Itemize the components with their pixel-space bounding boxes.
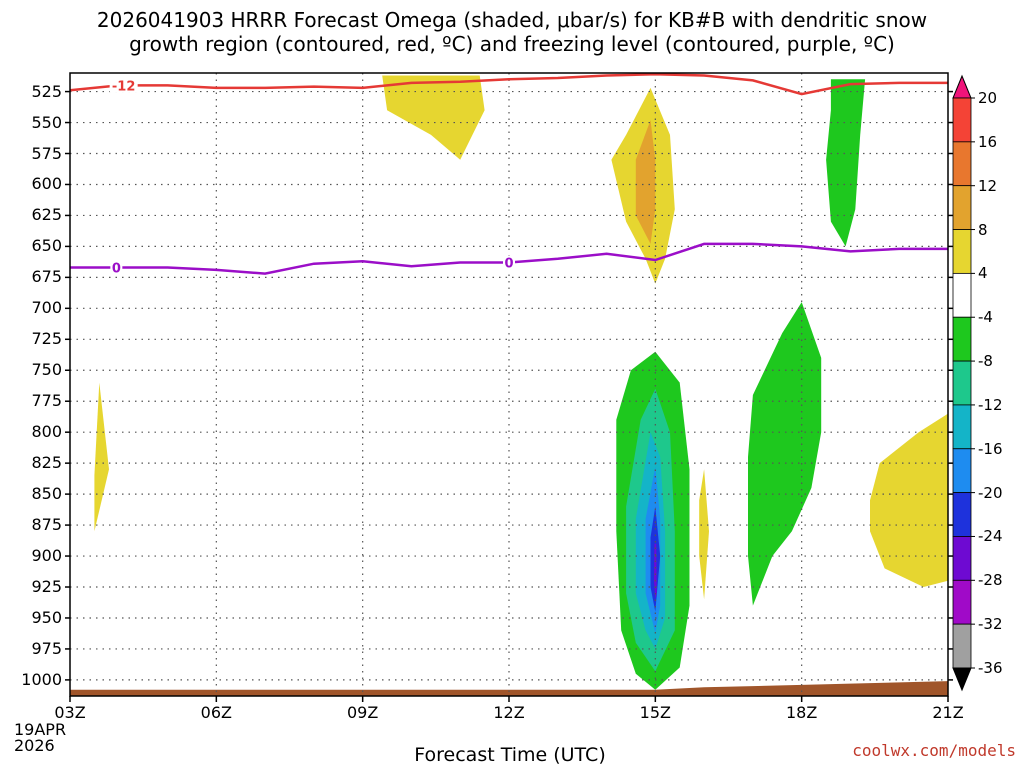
omega-region-4-0 [94, 382, 109, 532]
chart-title-line-1: 2026041903 HRRR Forecast Omega (shaded, … [96, 8, 928, 32]
dgz-contour-label-bg-0 [109, 78, 138, 93]
colorbar-tick-label-5: -4 [978, 308, 993, 327]
y-tick-label-700: 700 [31, 298, 62, 318]
colorbar [952, 74, 975, 692]
colorbar-tick-label-6: -8 [978, 352, 993, 371]
colorbar-band-12 [952, 623, 972, 669]
colorbar-tick-label-0: 20 [978, 89, 998, 107]
colorbar-band-1 [952, 141, 972, 187]
colorbar-tick-label-7: -12 [978, 395, 1003, 414]
date-label-day: 19APR [14, 720, 67, 739]
y-tick-label-550: 550 [31, 112, 62, 132]
colorbar-band-8 [952, 448, 972, 494]
colorbar-band-10 [952, 536, 972, 581]
freezing-level-contour-label-1: 0 [504, 257, 513, 272]
y-tick-label-675: 675 [31, 267, 62, 287]
x-tick-label-06Z: 06Z [200, 703, 232, 722]
y-tick-label-575: 575 [31, 143, 62, 163]
terrain-fill [70, 681, 948, 696]
colorbar-band-4 [952, 272, 972, 318]
chart-title-line-2: growth region (contoured, red, ºC) and f… [129, 32, 895, 56]
omega-region-8-3 [635, 120, 656, 244]
y-tick-label-850: 850 [31, 484, 62, 504]
y-tick-label-900: 900 [31, 546, 62, 566]
x-tick-label-18Z: 18Z [785, 703, 818, 722]
x-tick-label-12Z: 12Z [493, 703, 525, 722]
colorbar-tick-label-8: -16 [978, 439, 1003, 458]
colorbar-band-0 [952, 97, 972, 143]
colorbar-tick-label-1: 16 [978, 132, 998, 151]
freezing-level-contour-label-0: 0 [112, 261, 121, 276]
x-tick-label-03Z: 03Z [54, 703, 86, 722]
colorbar-band-5 [952, 316, 972, 362]
omega-region--4-6 [826, 79, 866, 247]
x-tick-label-21Z: 21Z [932, 703, 964, 722]
colorbar-tick-label-2: 12 [978, 176, 998, 195]
freezing-level-contour-label-bg-0 [110, 260, 123, 275]
freezing-level-contour-label-bg-1 [503, 255, 515, 270]
colorbar-tick-label-10: -24 [978, 527, 1003, 546]
colorbar-band-6 [952, 360, 972, 406]
y-tick-label-600: 600 [31, 174, 62, 194]
y-tick-label-950: 950 [31, 607, 62, 627]
colorbar-tick-label-4: 4 [978, 264, 988, 283]
dgz-contour-label-0: -12 [112, 79, 136, 94]
y-tick-label-925: 925 [31, 577, 62, 596]
y-tick-label-775: 775 [31, 391, 62, 411]
colorbar-bottom-arrow [952, 667, 972, 692]
colorbar-band-11 [952, 579, 972, 625]
omega-region--4-7 [748, 302, 822, 606]
omega-region-4-4 [699, 469, 709, 600]
colorbar-tick-label-12: -32 [978, 615, 1003, 634]
x-axis-label: Forecast Time (UTC) [414, 744, 606, 766]
colorbar-top-arrow [952, 74, 972, 99]
y-tick-label-1000: 1000 [21, 669, 62, 689]
omega-region--24-13 [653, 543, 657, 600]
date-label: 19APR 2026 [14, 722, 66, 754]
y-tick-label-750: 750 [31, 360, 62, 380]
y-tick-label-975: 975 [31, 638, 62, 658]
y-tick-label-650: 650 [31, 236, 62, 256]
plot-area: -12 0 0 [70, 73, 948, 696]
omega-region-4-5 [870, 413, 948, 587]
y-tick-label-875: 875 [31, 515, 62, 535]
colorbar-band-9 [952, 492, 972, 537]
omega-region-4-1 [382, 75, 485, 160]
credit-text[interactable]: coolwx.com/models [852, 741, 1016, 760]
colorbar-tick-label-11: -28 [978, 571, 1003, 590]
date-label-year: 2026 [14, 736, 55, 755]
y-tick-label-825: 825 [31, 453, 62, 473]
x-tick-label-09Z: 09Z [346, 703, 379, 722]
colorbar-band-2 [952, 185, 972, 230]
colorbar-tick-label-9: -20 [978, 483, 1003, 502]
freezing-level-contour-line [70, 242, 948, 275]
y-tick-label-525: 525 [31, 81, 62, 101]
x-tick-label-15Z: 15Z [639, 703, 671, 722]
dgz-contour-line [70, 73, 948, 96]
y-tick-label-625: 625 [31, 205, 62, 225]
y-tick-label-725: 725 [31, 329, 62, 349]
colorbar-band-3 [952, 229, 972, 274]
y-tick-label-800: 800 [31, 422, 62, 442]
colorbar-tick-label-3: 8 [978, 220, 988, 239]
colorbar-band-7 [952, 404, 972, 450]
colorbar-tick-label-13: -36 [978, 659, 1003, 677]
